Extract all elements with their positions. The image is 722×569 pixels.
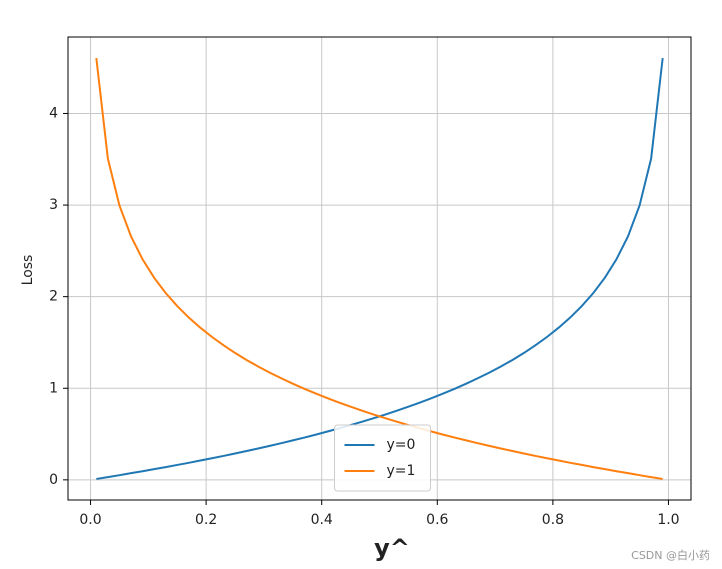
x-axis-label: y^ <box>374 534 410 562</box>
y-tick-label: 3 <box>49 197 58 213</box>
y-tick-label: 0 <box>49 472 58 488</box>
plot-frame <box>67 36 692 501</box>
y-tick-label: 4 <box>49 105 58 121</box>
watermark: CSDN @白小药 <box>631 548 710 562</box>
x-tick-label: 0.4 <box>311 512 333 528</box>
y-tick-label: 2 <box>49 289 58 305</box>
x-tick-label: 1.0 <box>657 512 679 528</box>
x-tick-label: 0.6 <box>426 512 448 528</box>
legend-label: y=1 <box>387 463 416 479</box>
y-tick-label: 1 <box>49 380 58 396</box>
x-tick-label: 0.0 <box>79 512 101 528</box>
legend-label: y=0 <box>387 437 416 453</box>
x-tick-label: 0.8 <box>542 512 564 528</box>
y-axis-label: Loss <box>20 255 36 286</box>
x-tick-label: 0.2 <box>195 512 217 528</box>
legend-box <box>334 424 431 492</box>
line-series <box>95 57 663 480</box>
